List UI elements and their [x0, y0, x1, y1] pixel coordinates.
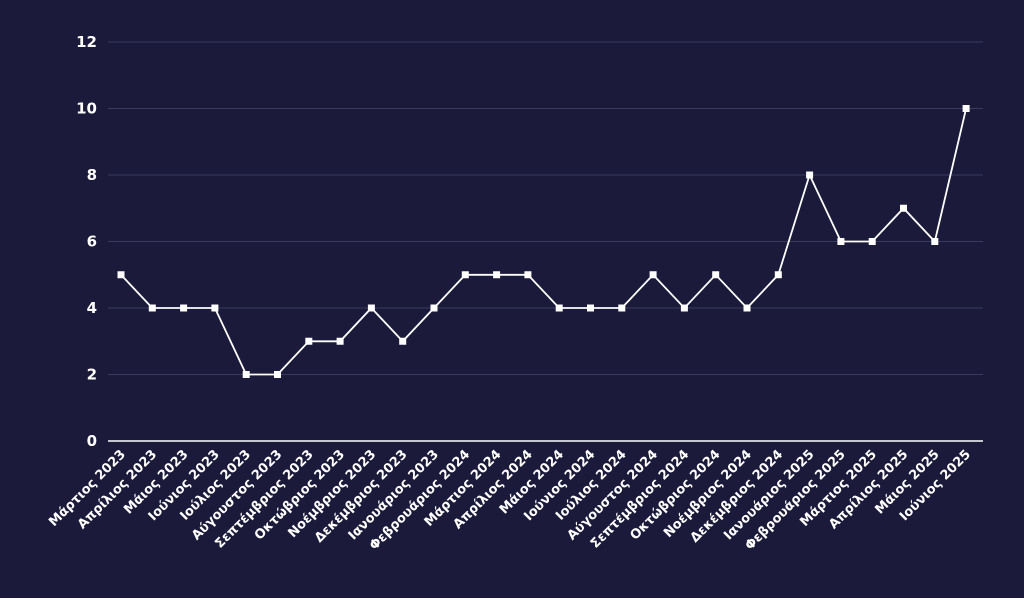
- data-point-marker: [931, 238, 939, 245]
- data-point-marker: [774, 271, 782, 279]
- data-point-marker: [274, 371, 281, 378]
- y-tick-label: 10: [76, 100, 97, 118]
- data-point-marker: [680, 304, 688, 312]
- data-point-marker: [461, 271, 469, 279]
- y-tick-label: 8: [87, 166, 97, 184]
- data-point-marker: [148, 304, 156, 312]
- data-point-marker: [242, 371, 250, 378]
- data-point-marker: [649, 271, 657, 279]
- y-axis-ticks: 0 2 4 6 8 10 12: [76, 33, 97, 450]
- data-point-marker: [336, 337, 344, 345]
- data-point-marker: [117, 271, 125, 279]
- data-point-marker: [618, 304, 626, 312]
- data-point-marker: [837, 238, 845, 245]
- data-point-marker: [305, 337, 313, 345]
- y-tick-label: 12: [76, 33, 97, 51]
- data-point-marker: [211, 304, 219, 312]
- data-point-marker: [587, 304, 594, 312]
- data-point-marker: [712, 271, 720, 279]
- data-point-marker: [555, 304, 563, 312]
- data-point-marker: [524, 271, 532, 279]
- data-point-marker: [806, 171, 814, 179]
- series-line: [120, 108, 967, 376]
- data-point-marker: [399, 337, 407, 345]
- y-tick-label: 4: [87, 299, 97, 317]
- data-point-marker: [367, 304, 375, 312]
- data-point-marker: [743, 304, 751, 312]
- data-point-marker: [900, 204, 907, 212]
- data-point-marker: [430, 304, 438, 312]
- data-point-marker: [180, 304, 188, 312]
- data-point-marker: [868, 238, 876, 245]
- y-tick-label: 2: [87, 366, 97, 384]
- data-point-marker: [962, 105, 970, 112]
- data-point-marker: [493, 271, 501, 279]
- y-tick-label: 6: [87, 233, 97, 251]
- y-tick-label: 0: [87, 432, 97, 450]
- series-markers: [117, 105, 970, 378]
